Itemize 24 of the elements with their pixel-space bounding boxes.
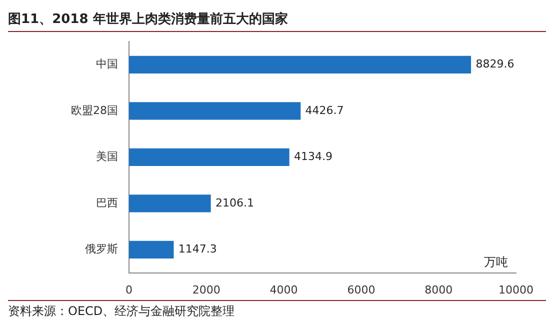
bar <box>128 148 290 166</box>
x-axis-title: 万吨 <box>484 254 508 269</box>
x-tick-label: 10000 <box>498 283 534 296</box>
x-tick-label: 8000 <box>424 283 453 296</box>
bar <box>128 194 211 212</box>
x-tick-label: 2000 <box>192 283 220 296</box>
x-tick-label: 4000 <box>270 283 298 296</box>
bar <box>128 240 174 259</box>
y-tick-label: 巴西 <box>96 196 118 210</box>
data-label: 2106.1 <box>216 196 254 210</box>
chart-title: 图11、2018 年世界上肉类消费量前五大的国家 <box>8 8 546 32</box>
x-tick-label: 6000 <box>347 283 376 296</box>
text: 资料来源：OECD、经济与金融研究院整理 <box>8 300 546 320</box>
y-tick-label: 欧盟28国 <box>70 104 118 117</box>
data-label: 4426.7 <box>305 104 344 117</box>
y-tick-label: 俄罗斯 <box>84 242 118 256</box>
y-tick-label: 中国 <box>96 58 118 71</box>
data-label: 4134.9 <box>294 150 333 164</box>
bar <box>128 56 472 74</box>
x-tick-label: 0 <box>125 283 132 296</box>
y-tick-label: 美国 <box>96 150 118 164</box>
bar <box>128 102 301 120</box>
data-label: 1147.3 <box>178 242 217 256</box>
data-label: 8829.6 <box>476 58 514 71</box>
